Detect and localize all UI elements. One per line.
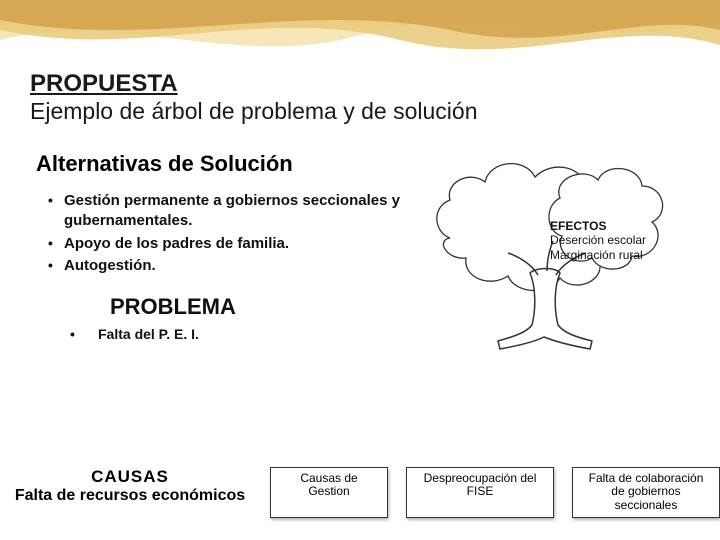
list-item: Gestión permanente a gobiernos seccional… [48,191,410,232]
alternatives-list: Gestión permanente a gobiernos seccional… [30,191,410,276]
problem-heading: PROBLEMA [110,294,410,320]
content-row: Alternativas de Solución Gestión permane… [30,143,690,353]
effects-overlay: EFECTOS Deserción escolar Marginación ru… [550,219,646,262]
effects-line: Deserción escolar [550,233,646,247]
effects-title: EFECTOS [550,219,646,233]
effects-line: Marginación rural [550,248,646,262]
slide: PROPUESTA Ejemplo de árbol de problema y… [0,0,720,540]
alternatives-heading: Alternativas de Solución [36,151,410,177]
subtitle: Ejemplo de árbol de problema y de soluci… [30,98,690,125]
list-item: Apoyo de los padres de familia. [48,234,410,254]
list-item: Falta del P. E. I. [70,326,410,342]
left-column: Alternativas de Solución Gestión permane… [30,143,410,342]
tree-diagram: EFECTOS Deserción escolar Marginación ru… [410,143,690,353]
title: PROPUESTA [30,70,690,98]
problem-list: Falta del P. E. I. [30,326,410,342]
right-column: EFECTOS Deserción escolar Marginación ru… [410,143,690,353]
list-item: Autogestión. [48,256,410,276]
